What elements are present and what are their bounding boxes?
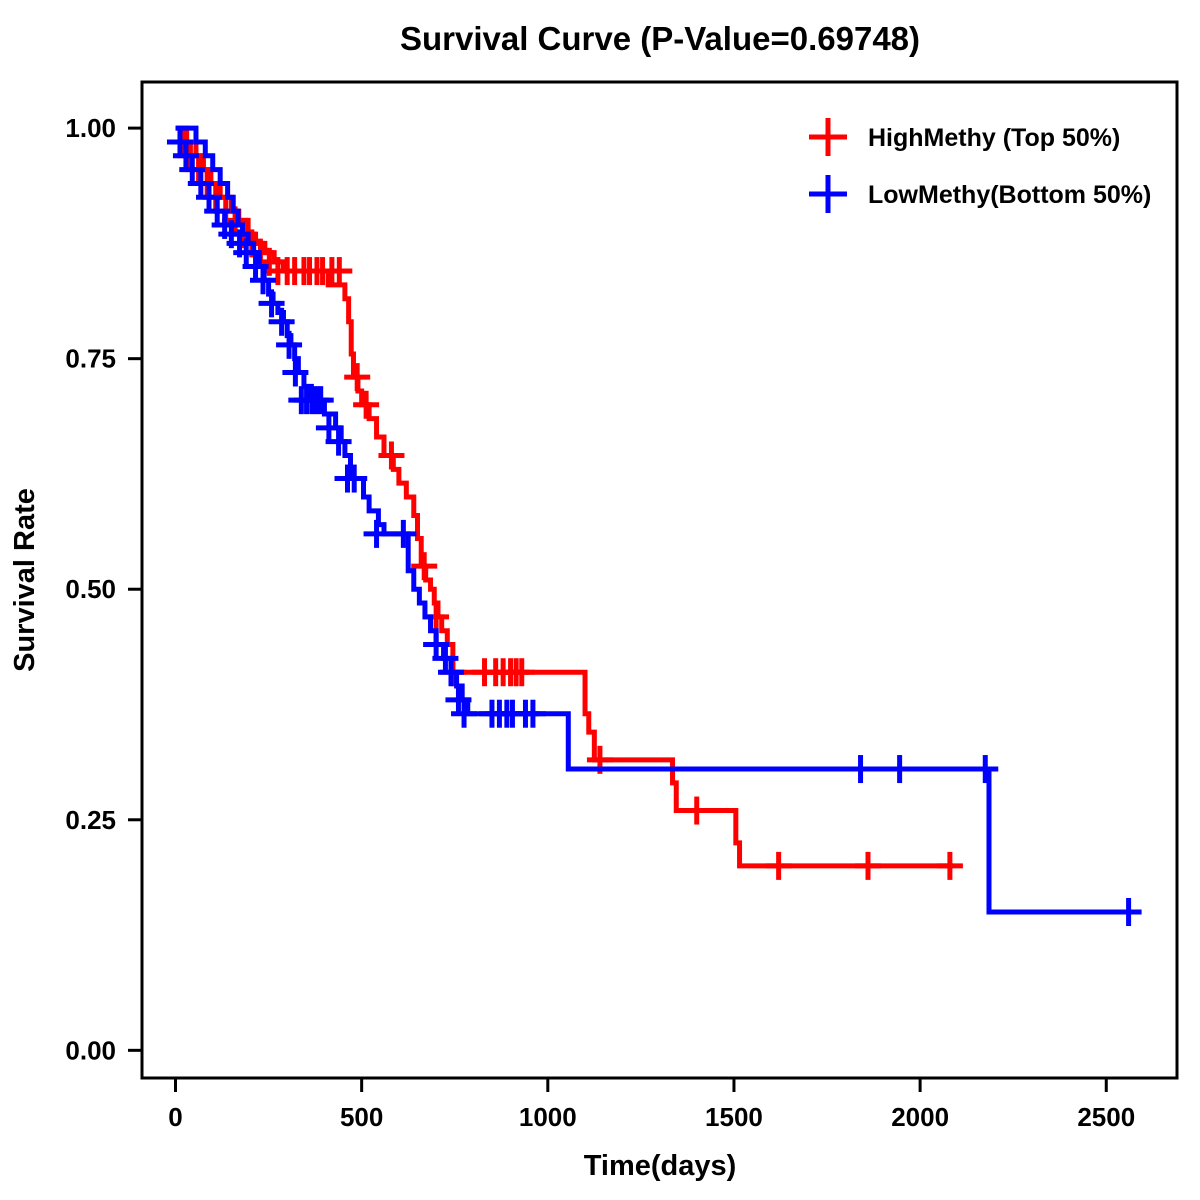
km-step-line <box>175 125 954 869</box>
km-series-group <box>166 125 1142 926</box>
legend-entry: HighMethy (Top 50%) <box>809 118 1120 156</box>
plot-frame <box>140 80 1179 1080</box>
x-tick-label: 1000 <box>519 1102 577 1132</box>
km-series-low-methy <box>166 125 1142 926</box>
x-tick-label: 0 <box>168 1102 182 1132</box>
chart-title: Survival Curve (P-Value=0.69748) <box>400 20 920 57</box>
y-tick-label: 0.50 <box>65 574 116 604</box>
y-axis-title: Survival Rate <box>9 488 41 672</box>
censor-marks <box>166 127 1142 926</box>
x-tick-label: 1500 <box>705 1102 763 1132</box>
x-axis-title: Time(days) <box>584 1150 737 1182</box>
y-tick-label: 0.00 <box>65 1035 116 1065</box>
y-tick-label: 1.00 <box>65 113 116 143</box>
legend-label: HighMethy (Top 50%) <box>868 124 1120 152</box>
x-tick-label: 2500 <box>1077 1102 1135 1132</box>
y-tick-label: 0.75 <box>65 344 116 374</box>
x-axis: 0 500 1000 1500 2000 2500 <box>168 1078 1135 1132</box>
chart-legend: HighMethy (Top 50%) LowMethy(Bottom 50%) <box>809 118 1151 213</box>
x-tick-label: 500 <box>340 1102 383 1132</box>
y-tick-label: 0.25 <box>65 805 116 835</box>
legend-label: LowMethy(Bottom 50%) <box>868 181 1151 209</box>
km-step-line <box>175 125 1131 915</box>
legend-entry: LowMethy(Bottom 50%) <box>809 175 1151 213</box>
x-tick-label: 2000 <box>891 1102 949 1132</box>
y-axis: 0.00 0.25 0.50 0.75 1.00 <box>65 113 142 1065</box>
